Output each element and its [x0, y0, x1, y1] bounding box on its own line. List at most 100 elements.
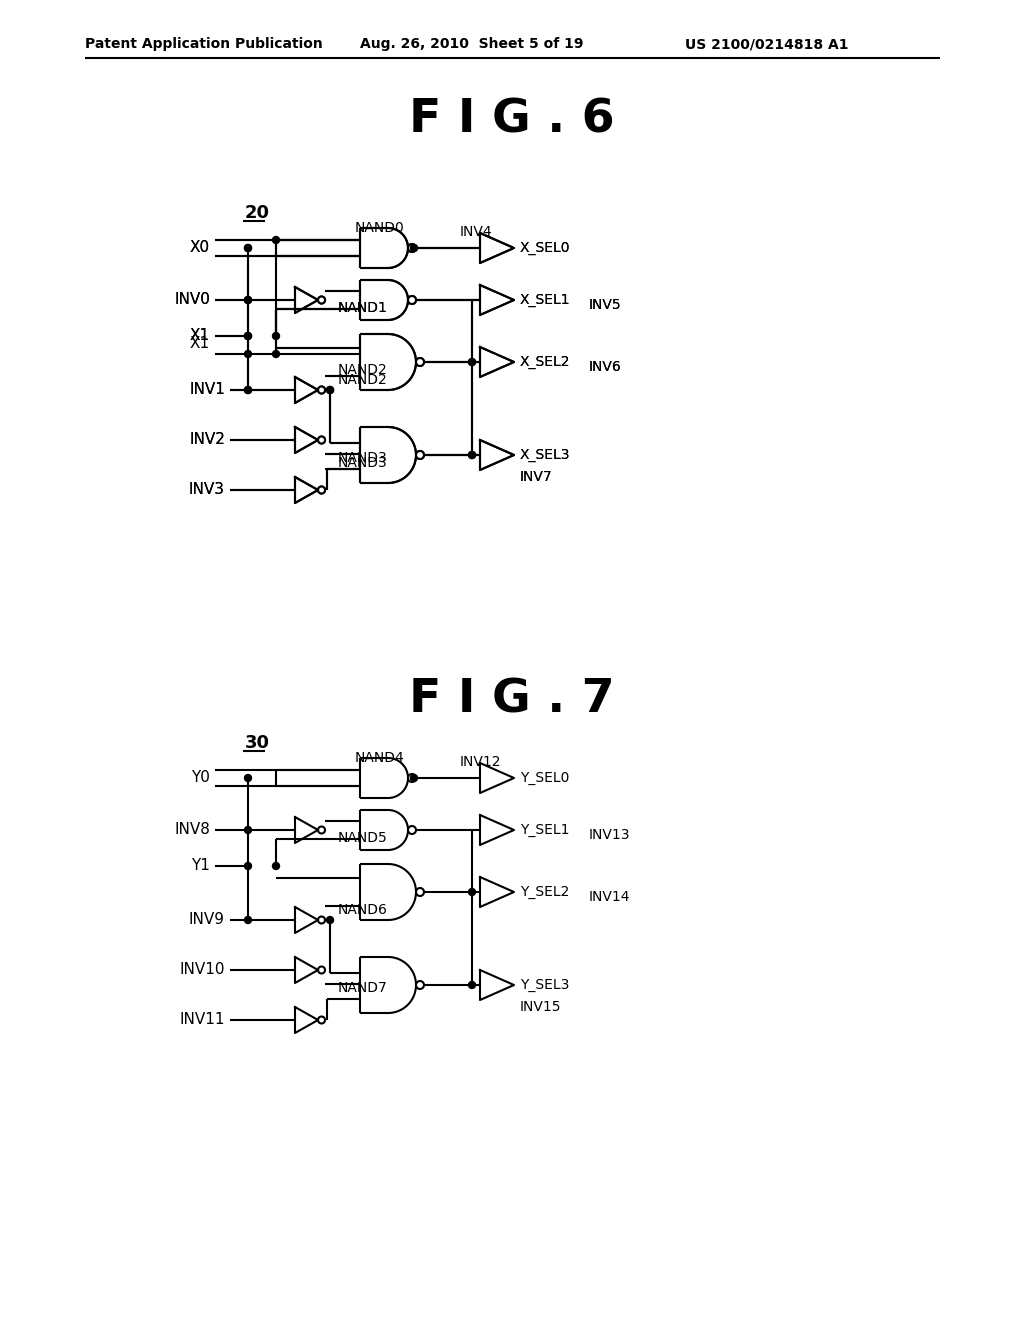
Circle shape	[318, 916, 325, 924]
Circle shape	[272, 351, 280, 358]
Circle shape	[318, 966, 325, 974]
Text: INV0: INV0	[174, 293, 210, 308]
Text: 30: 30	[245, 734, 270, 752]
Text: INV7: INV7	[520, 470, 553, 484]
Circle shape	[327, 387, 334, 393]
Text: NAND6: NAND6	[338, 903, 388, 917]
Text: Y1: Y1	[191, 858, 210, 874]
Text: X0: X0	[189, 240, 210, 256]
Circle shape	[416, 451, 424, 459]
Circle shape	[318, 437, 325, 444]
Circle shape	[245, 297, 252, 304]
Circle shape	[327, 916, 334, 924]
Text: F I G . 6: F I G . 6	[410, 98, 614, 143]
Text: INV14: INV14	[589, 890, 631, 904]
Text: NAND1: NAND1	[338, 301, 388, 315]
Text: Y_SEL1: Y_SEL1	[520, 822, 569, 837]
Text: X_SEL0: X_SEL0	[520, 242, 570, 255]
Text: INV1: INV1	[189, 383, 225, 397]
Text: X_SEL0: X_SEL0	[520, 242, 570, 255]
Text: INV7: INV7	[520, 470, 553, 484]
Text: NAND4: NAND4	[355, 751, 404, 766]
Circle shape	[272, 862, 280, 870]
Text: F I G . 7: F I G . 7	[410, 677, 614, 722]
Text: X_SEL1: X_SEL1	[520, 293, 570, 308]
Circle shape	[318, 826, 325, 833]
Circle shape	[469, 451, 475, 458]
Text: NAND2: NAND2	[338, 374, 388, 387]
Text: INV4: INV4	[460, 224, 493, 239]
Circle shape	[318, 387, 325, 393]
Circle shape	[408, 774, 416, 781]
Circle shape	[245, 826, 252, 833]
Text: Y0: Y0	[191, 771, 210, 785]
Text: INV10: INV10	[179, 962, 225, 978]
Text: X1: X1	[189, 337, 210, 351]
Circle shape	[327, 387, 334, 393]
Circle shape	[245, 862, 252, 870]
Circle shape	[469, 359, 475, 366]
Text: INV6: INV6	[589, 360, 622, 374]
Text: X_SEL1: X_SEL1	[520, 293, 570, 308]
Circle shape	[245, 244, 252, 252]
Text: US 2100/0214818 A1: US 2100/0214818 A1	[685, 37, 849, 51]
Circle shape	[245, 333, 252, 339]
Text: INV5: INV5	[589, 298, 622, 312]
Text: Patent Application Publication: Patent Application Publication	[85, 37, 323, 51]
Circle shape	[416, 358, 424, 366]
Text: INV5: INV5	[589, 298, 622, 312]
Text: X_SEL3: X_SEL3	[520, 447, 570, 462]
Text: INV2: INV2	[189, 433, 225, 447]
Circle shape	[411, 775, 418, 781]
Text: INV9: INV9	[189, 912, 225, 928]
Circle shape	[318, 297, 325, 304]
Circle shape	[469, 451, 475, 458]
Text: NAND2: NAND2	[338, 363, 388, 378]
Text: NAND3: NAND3	[338, 455, 388, 470]
Text: X_SEL2: X_SEL2	[520, 355, 570, 370]
Text: Y_SEL0: Y_SEL0	[520, 771, 569, 785]
Text: NAND0: NAND0	[355, 220, 404, 235]
Circle shape	[469, 359, 475, 366]
Text: X1: X1	[189, 329, 210, 343]
Circle shape	[416, 451, 424, 459]
Circle shape	[245, 387, 252, 393]
Circle shape	[318, 297, 325, 304]
Text: INV12: INV12	[460, 755, 502, 770]
Circle shape	[245, 775, 252, 781]
Circle shape	[416, 981, 424, 989]
Text: 20: 20	[245, 205, 270, 222]
Text: INV3: INV3	[189, 483, 225, 498]
Text: NAND1: NAND1	[338, 301, 388, 315]
Circle shape	[416, 358, 424, 366]
Text: Aug. 26, 2010  Sheet 5 of 19: Aug. 26, 2010 Sheet 5 of 19	[360, 37, 584, 51]
Circle shape	[318, 387, 325, 393]
Circle shape	[245, 351, 252, 358]
Text: X0: X0	[189, 240, 210, 256]
Text: INV8: INV8	[174, 822, 210, 837]
Circle shape	[245, 387, 252, 393]
Text: INV13: INV13	[589, 828, 631, 842]
Circle shape	[408, 296, 416, 304]
Text: Y_SEL3: Y_SEL3	[520, 978, 569, 993]
Text: INV2: INV2	[189, 433, 225, 447]
Text: INV0: INV0	[174, 293, 210, 308]
Circle shape	[272, 333, 280, 339]
Circle shape	[318, 437, 325, 444]
Circle shape	[408, 244, 416, 252]
Circle shape	[469, 888, 475, 895]
Circle shape	[408, 296, 416, 304]
Circle shape	[245, 244, 252, 252]
Text: INV1: INV1	[189, 383, 225, 397]
Circle shape	[245, 916, 252, 924]
Circle shape	[408, 244, 416, 252]
Circle shape	[245, 333, 252, 339]
Text: X1: X1	[189, 329, 210, 343]
Text: INV3: INV3	[189, 483, 225, 498]
Circle shape	[318, 487, 325, 494]
Text: NAND7: NAND7	[338, 981, 388, 995]
Circle shape	[318, 487, 325, 494]
Circle shape	[318, 1016, 325, 1023]
Circle shape	[411, 244, 418, 252]
Circle shape	[411, 244, 418, 252]
